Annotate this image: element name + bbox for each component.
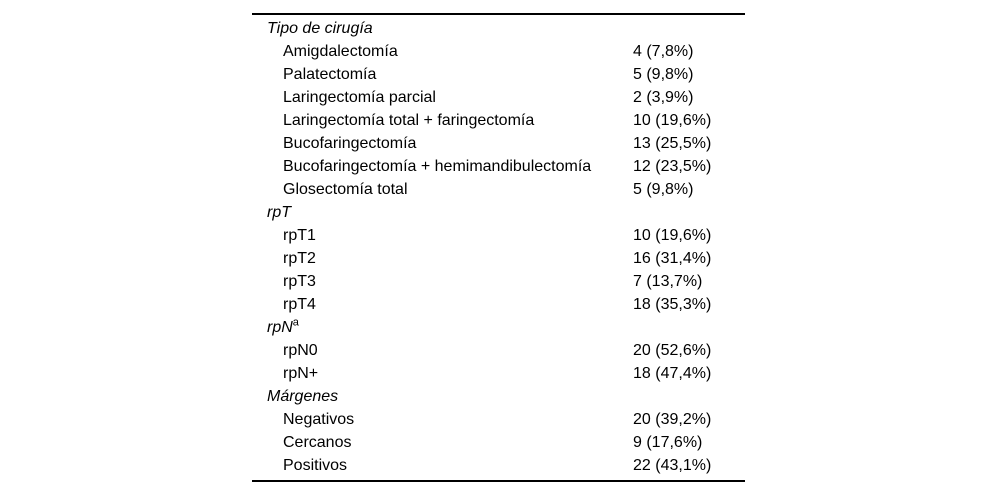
row-label: Laringectomía total + faringectomía [283,112,535,129]
row-value: 5 (9,8%) [633,66,694,83]
row-label: rpT3 [283,273,316,290]
row-value: 16 (31,4%) [633,250,712,267]
surgical-pathology-table: Tipo de cirugía Amigdalectomía 4 (7,8%) Pal… [252,13,745,482]
table-row: rpT1 10 (19,6%) [252,224,745,247]
row-label: rpT4 [283,296,316,313]
row-label: Glosectomía total [283,181,408,198]
table-row: rpT4 18 (35,3%) [252,293,745,316]
row-label: Positivos [283,457,348,474]
table-row: Bucofaringectomía + hemimandibulectomía 1… [252,155,745,178]
row-value: 13 (25,5%) [633,135,712,152]
row-label: Negativos [283,411,355,428]
row-label: Cercanos [283,434,352,451]
row-value: 18 (35,3%) [633,296,712,313]
row-value: 12 (23,5%) [633,158,712,175]
row-value: 2 (3,9%) [633,89,694,106]
row-label: rpT2 [283,250,316,267]
section-header-label: Márgenes [267,388,339,405]
section-header-label: rpT [267,204,291,221]
table-row: Palatectomía 5 (9,8%) [252,63,745,86]
table-row: rpN0 20 (52,6%) [252,339,745,362]
table-row: Negativos 20 (39,2%) [252,408,745,431]
row-value: 10 (19,6%) [633,227,712,244]
row-value: 9 (17,6%) [633,434,703,451]
table-row: rpT3 7 (13,7%) [252,270,745,293]
row-label: Amigdalectomía [283,43,398,60]
table-row: rpT2 16 (31,4%) [252,247,745,270]
row-label: Bucofaringectomía + hemimandibulectomía [283,158,592,175]
table-row: Laringectomía total + faringectomía 10 (1… [252,109,745,132]
row-value: 7 (13,7%) [633,273,703,290]
table-row: Cercanos 9 (17,6%) [252,431,745,454]
row-label: Bucofaringectomía [283,135,417,152]
table-row: Glosectomía total 5 (9,8%) [252,178,745,201]
table-row: Amigdalectomía 4 (7,8%) [252,40,745,63]
row-value: 20 (39,2%) [633,411,712,428]
table-row: Positivos 22 (43,1%) [252,454,745,477]
row-value: 10 (19,6%) [633,112,712,129]
row-value: 4 (7,8%) [633,43,694,60]
section-header-label: Tipo de cirugía [267,20,373,37]
table-body: Tipo de cirugía Amigdalectomía 4 (7,8%) Pal… [252,17,745,477]
section-header-footnote-marker: a [292,316,299,329]
row-value: 18 (47,4%) [633,365,712,382]
section-header-row: rpT [252,201,745,224]
row-label: rpN0 [283,342,318,359]
row-value: 20 (52,6%) [633,342,712,359]
row-value: 5 (9,8%) [633,181,694,198]
section-header-row: Tipo de cirugía [252,17,745,40]
row-label: rpN+ [283,365,319,382]
table-row: rpN+ 18 (47,4%) [252,362,745,385]
row-label: Palatectomía [283,66,377,83]
table-row: Bucofaringectomía 13 (25,5%) [252,132,745,155]
section-header-row: rpNa [252,316,745,339]
row-label: rpT1 [283,227,316,244]
table-row: Laringectomía parcial 2 (3,9%) [252,86,745,109]
row-label: Laringectomía parcial [283,89,436,106]
section-header-label: rpNa [267,316,299,336]
section-header-row: Márgenes [252,385,745,408]
row-value: 22 (43,1%) [633,457,712,474]
